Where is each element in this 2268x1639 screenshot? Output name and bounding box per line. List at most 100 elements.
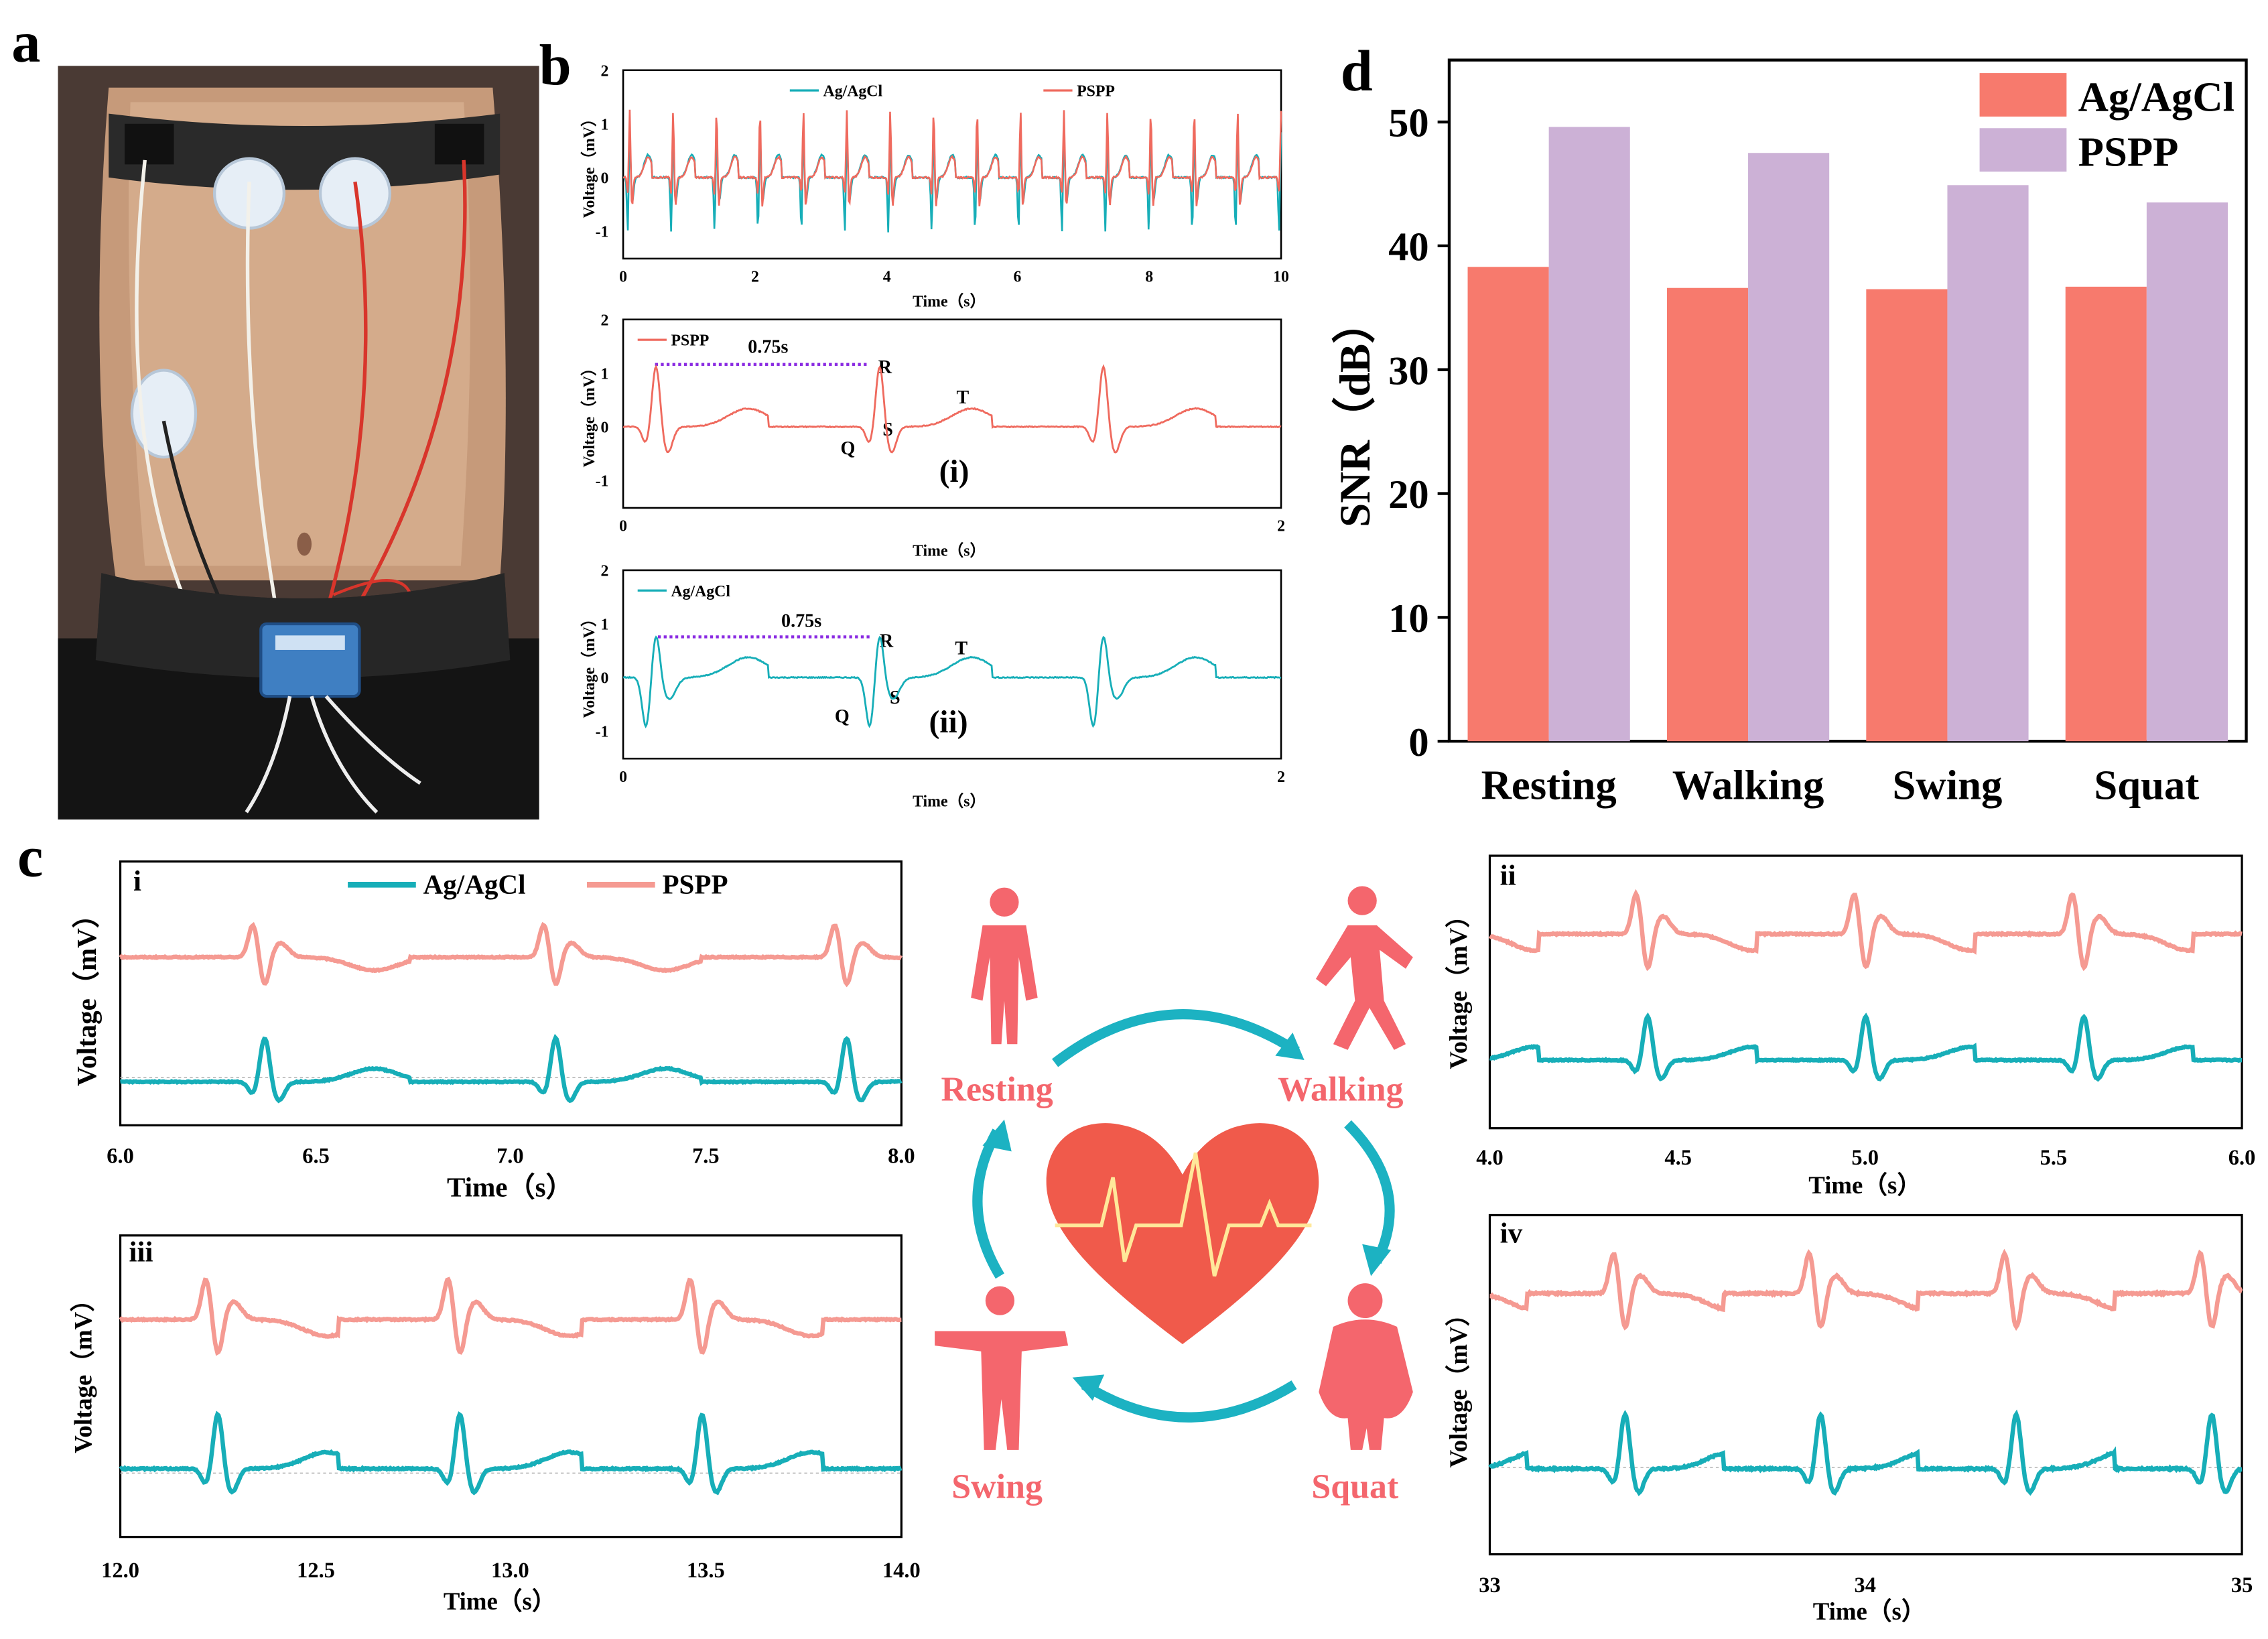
panel-label-d: d	[1341, 39, 1373, 103]
legend-label-agagcl: Ag/AgCl	[823, 83, 883, 101]
plot-frame	[119, 1234, 903, 1538]
xtick: 6	[1013, 269, 1021, 286]
series-line-pspp	[119, 921, 903, 988]
bar-agagcl-swing	[1866, 289, 1948, 742]
panel-label-c: c	[17, 824, 43, 889]
ytick: 2	[601, 312, 609, 329]
legend-label-agagcl: Ag/AgCl	[671, 583, 730, 600]
legend-label-pspp: PSPP	[1077, 83, 1115, 101]
y-axis-label: Voltage（mV）	[1445, 903, 1472, 1069]
xtick: 6.0	[2228, 1146, 2256, 1170]
legend-label-agagcl: Ag/AgCl	[2078, 73, 2234, 120]
cycle-arrow	[972, 1128, 1004, 1279]
cycle-arrow	[1052, 1009, 1300, 1067]
bar-pspp-squat	[2146, 202, 2228, 742]
rr-interval-label: 0.75s	[748, 337, 788, 358]
squat-figure-icon	[1319, 1283, 1413, 1450]
ytick: 0	[601, 170, 609, 187]
xtick: 12.0	[101, 1559, 139, 1583]
y-axis-label: Voltage（mV）	[69, 1287, 96, 1453]
legend-swatch-agagcl	[1979, 73, 2067, 117]
xtick: 2	[751, 269, 759, 286]
series-line-agagcl	[622, 131, 1282, 233]
series-line-pspp	[119, 1276, 902, 1356]
t-wave-label: T	[955, 638, 968, 659]
activity-label-squat: Squat	[1311, 1467, 1399, 1506]
arrowhead-icon	[982, 1119, 1012, 1152]
ytick-label: 50	[1388, 101, 1429, 146]
panel-b-ii-plot: 2 1 0 -1 0 2 Time（s） Voltage（mV） Ag/AgCl…	[580, 563, 1285, 811]
ytick: -1	[596, 724, 609, 741]
plot-frame	[1488, 854, 2243, 1130]
device-label-strip	[275, 635, 345, 650]
xtick-label: Swing	[1893, 762, 2003, 809]
plot-frame	[1488, 1214, 2243, 1556]
series-line-agagcl	[120, 1033, 903, 1104]
x-axis-label: Time（s）	[447, 1171, 574, 1202]
belt-clip-left	[125, 123, 174, 165]
panel-tag: ii	[1500, 859, 1516, 891]
rr-interval-label: 0.75s	[781, 610, 821, 631]
belt-icon	[109, 113, 501, 190]
arrowhead-icon	[1362, 1244, 1392, 1276]
y-axis-label: Voltage（mV）	[71, 901, 102, 1086]
xtick: 6.0	[107, 1144, 134, 1169]
xtick: 7.0	[496, 1144, 524, 1169]
panel-b-i-plot: 2 1 0 -1 0 2 Time（s） Voltage（mV） PSPP 0.…	[580, 312, 1285, 560]
swing-figure-icon	[935, 1286, 1069, 1450]
xtick: 12.5	[297, 1559, 335, 1583]
torso-highlight	[128, 102, 470, 566]
x-axis-label: Time（s）	[1808, 1171, 1922, 1199]
plot-frame	[119, 860, 903, 1127]
legend-label-agagcl: Ag/AgCl	[423, 868, 526, 899]
panel-label-a: a	[11, 10, 40, 74]
series-line-pspp	[622, 109, 1282, 207]
panel-tag: i	[133, 865, 141, 897]
xtick: 4	[883, 269, 891, 286]
arrowhead-icon	[1275, 1032, 1305, 1061]
xtick: 0	[619, 269, 627, 286]
activity-label-walking: Walking	[1278, 1071, 1404, 1109]
bar-pspp-walking	[1748, 153, 1830, 742]
xtick: 13.0	[491, 1559, 529, 1583]
panel-tag: iii	[129, 1236, 153, 1268]
ytick-label: 20	[1388, 472, 1429, 517]
panel-b-top-plot: 2 1 0 -1 0 2 4 6 8 10 Time（s） Voltage（mV…	[580, 62, 1289, 310]
legend-label-pspp: PSPP	[671, 332, 709, 350]
panel-b-tag-i: (i)	[939, 454, 970, 489]
legend-swatch-pspp	[1979, 128, 2067, 172]
t-wave-label: T	[957, 387, 970, 408]
snr-bar-chart: 0 10 20 30 40 50 Resting Walking Swing Squat SNR…	[1331, 58, 2248, 809]
xtick: 4.5	[1664, 1146, 1692, 1170]
series-line-pspp	[622, 364, 1282, 454]
ytick: 1	[601, 116, 609, 133]
q-wave-label: Q	[835, 706, 850, 727]
recorder-device	[259, 622, 361, 698]
plot-frame	[1447, 58, 2248, 743]
bar-pspp-swing	[1947, 185, 2029, 742]
panel-tag: iv	[1500, 1218, 1523, 1250]
xtick: 5.0	[1851, 1146, 1879, 1170]
ytick: 0	[601, 670, 609, 687]
series-line-agagcl	[1488, 1409, 2243, 1496]
cycle-arrow	[1344, 1120, 1395, 1264]
xtick: 8	[1145, 269, 1153, 286]
panel-c-iii-plot: iii 12.0 12.5 13.0 13.5 14.0 Time（s） Vol…	[69, 1234, 921, 1615]
ytick-label: 30	[1388, 348, 1429, 393]
plot-frame	[622, 69, 1282, 260]
ytick: -1	[596, 223, 609, 241]
xtick: 4.0	[1476, 1146, 1504, 1170]
xtick-label: Resting	[1481, 762, 1617, 809]
arrowhead-icon	[1072, 1374, 1105, 1401]
x-axis-label: Time（s）	[913, 541, 986, 560]
bar-agagcl-squat	[2065, 286, 2147, 742]
bar-pspp-resting	[1548, 127, 1630, 742]
panel-b-tag-ii: (ii)	[929, 705, 968, 740]
ytick-label: 0	[1408, 720, 1428, 765]
ytick: 2	[601, 563, 609, 580]
series-line-pspp	[1489, 1248, 2243, 1331]
xtick-label: Walking	[1672, 762, 1824, 809]
walking-figure-icon	[1315, 886, 1413, 1050]
xtick: 5.5	[2040, 1146, 2068, 1170]
ytick-label: 10	[1388, 596, 1429, 641]
